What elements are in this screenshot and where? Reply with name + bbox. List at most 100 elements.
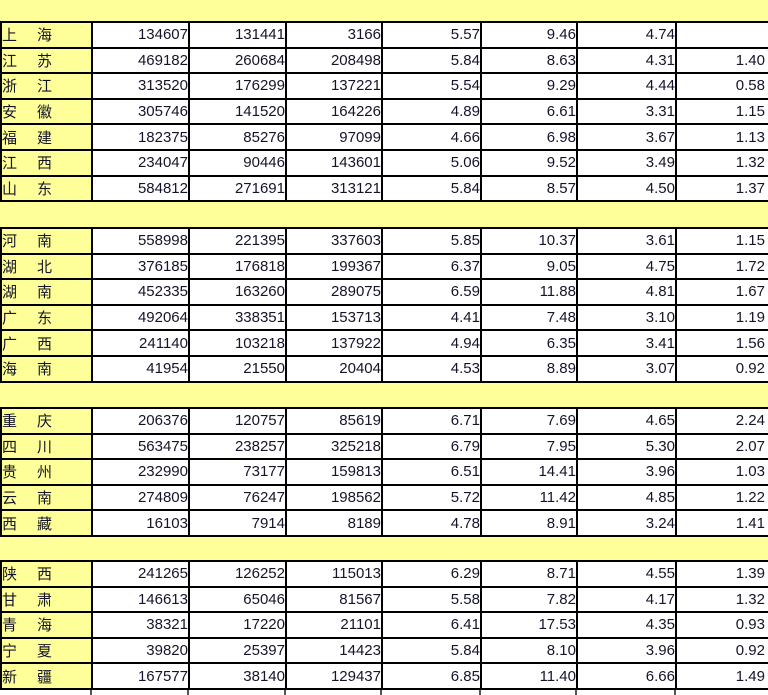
cell-value[interactable]: 115013: [285, 560, 383, 588]
cell-value[interactable]: 14.41: [480, 458, 578, 486]
cell-value[interactable]: 0.92: [675, 636, 768, 665]
cell-value[interactable]: 25397: [188, 636, 287, 665]
cell-value[interactable]: 3.96: [576, 636, 677, 665]
cell-value[interactable]: [575, 690, 675, 695]
cell-value[interactable]: 137922: [285, 329, 383, 357]
cell-value[interactable]: 97099: [285, 123, 383, 151]
cell-value[interactable]: 3.96: [576, 458, 677, 486]
cell-value[interactable]: 120757: [188, 407, 287, 435]
cell-value[interactable]: 11.40: [480, 662, 578, 690]
cell-value[interactable]: 8.71: [480, 560, 578, 588]
cell-value[interactable]: 176818: [188, 252, 287, 281]
cell-value[interactable]: 7.69: [480, 407, 578, 435]
cell-value[interactable]: 5.58: [381, 585, 482, 614]
cell-value[interactable]: 208498: [285, 46, 383, 75]
cell-value[interactable]: 6.98: [480, 123, 578, 151]
cell-value[interactable]: 21101: [285, 611, 383, 639]
cell-value[interactable]: 6.61: [480, 97, 578, 126]
cell-value[interactable]: 4.17: [576, 585, 677, 614]
cell-province[interactable]: 上海: [0, 21, 93, 49]
cell-value[interactable]: 6.79: [381, 432, 482, 461]
cell-value[interactable]: 4.44: [576, 72, 677, 100]
cell-value[interactable]: 4.74: [576, 21, 677, 49]
cell-value[interactable]: 16103: [91, 509, 190, 537]
cell-value[interactable]: 146613: [91, 585, 190, 614]
cell-value[interactable]: 289075: [285, 278, 383, 306]
cell-province[interactable]: 江西: [0, 148, 93, 177]
cell-value[interactable]: [380, 690, 480, 695]
cell-value[interactable]: 3.41: [576, 329, 677, 357]
cell-province[interactable]: 宁夏: [0, 636, 93, 665]
cell-value[interactable]: 20404: [285, 354, 383, 383]
cell-value[interactable]: 5.57: [381, 21, 482, 49]
cell-value[interactable]: 6.59: [381, 278, 482, 306]
cell-province[interactable]: 福建: [0, 123, 93, 151]
cell-value[interactable]: 241140: [91, 329, 190, 357]
cell-value[interactable]: 1.67: [675, 278, 768, 306]
cell-province[interactable]: 新疆: [0, 662, 93, 690]
cell-value[interactable]: 452335: [91, 278, 190, 306]
cell-value[interactable]: 232990: [91, 458, 190, 486]
cell-value[interactable]: 3.49: [576, 148, 677, 177]
cell-value[interactable]: 163260: [188, 278, 287, 306]
cell-value[interactable]: 5.54: [381, 72, 482, 100]
cell-value[interactable]: [90, 690, 188, 695]
cell-value[interactable]: 3.24: [576, 509, 677, 537]
cell-value[interactable]: 85276: [188, 123, 287, 151]
cell-value[interactable]: 131441: [188, 21, 287, 49]
cell-value[interactable]: 4.31: [576, 46, 677, 75]
cell-value[interactable]: 2.07: [675, 432, 768, 461]
cell-value[interactable]: 9.46: [480, 21, 578, 49]
cell-value[interactable]: 103218: [188, 329, 287, 357]
cell-value[interactable]: 4.75: [576, 252, 677, 281]
cell-value[interactable]: 4.55: [576, 560, 677, 588]
cell-value[interactable]: 8.57: [480, 174, 578, 203]
cell-province[interactable]: 贵州: [0, 458, 93, 486]
cell-value[interactable]: 1.56: [675, 329, 768, 357]
cell-value[interactable]: 337603: [285, 227, 383, 255]
cell-value[interactable]: 7914: [188, 509, 287, 537]
cell-value[interactable]: 0.93: [675, 611, 768, 639]
cell-value[interactable]: 6.29: [381, 560, 482, 588]
cell-value[interactable]: 2.24: [675, 407, 768, 435]
cell-value[interactable]: 1.40: [675, 46, 768, 75]
cell-province[interactable]: 江苏: [0, 46, 93, 75]
cell-value[interactable]: 6.41: [381, 611, 482, 639]
cell-value[interactable]: 3.61: [576, 227, 677, 255]
cell-value[interactable]: 134607: [91, 21, 190, 49]
cell-value[interactable]: 21550: [188, 354, 287, 383]
cell-value[interactable]: [284, 690, 381, 695]
cell-value[interactable]: 143601: [285, 148, 383, 177]
cell-value[interactable]: 65046: [188, 585, 287, 614]
cell-value[interactable]: 4.41: [381, 303, 482, 332]
cell-value[interactable]: 6.35: [480, 329, 578, 357]
cell-value[interactable]: 5.84: [381, 636, 482, 665]
cell-value[interactable]: 38140: [188, 662, 287, 690]
cell-value[interactable]: 4.65: [576, 407, 677, 435]
cell-value[interactable]: 8.63: [480, 46, 578, 75]
cell-value[interactable]: 5.30: [576, 432, 677, 461]
cell-value[interactable]: 313121: [285, 174, 383, 203]
cell-value[interactable]: 563475: [91, 432, 190, 461]
cell-value[interactable]: 9.29: [480, 72, 578, 100]
cell-value[interactable]: 584812: [91, 174, 190, 203]
cell-value[interactable]: 10.37: [480, 227, 578, 255]
cell-value[interactable]: 492064: [91, 303, 190, 332]
cell-value[interactable]: 376185: [91, 252, 190, 281]
cell-value[interactable]: [187, 690, 285, 695]
cell-value[interactable]: 238257: [188, 432, 287, 461]
cell-value[interactable]: 199367: [285, 252, 383, 281]
cell-province[interactable]: 陕西: [0, 560, 93, 588]
cell-value[interactable]: 153713: [285, 303, 383, 332]
cell-value[interactable]: 3.07: [576, 354, 677, 383]
cell-province[interactable]: 四川: [0, 432, 93, 461]
cell-province[interactable]: 西藏: [0, 509, 93, 537]
cell-value[interactable]: 14423: [285, 636, 383, 665]
cell-value[interactable]: 8.91: [480, 509, 578, 537]
cell-value[interactable]: 325218: [285, 432, 383, 461]
cell-value[interactable]: 4.35: [576, 611, 677, 639]
cell-value[interactable]: 0.92: [675, 354, 768, 383]
cell-value[interactable]: 73177: [188, 458, 287, 486]
cell-value[interactable]: 1.13: [675, 123, 768, 151]
cell-value[interactable]: 4.81: [576, 278, 677, 306]
